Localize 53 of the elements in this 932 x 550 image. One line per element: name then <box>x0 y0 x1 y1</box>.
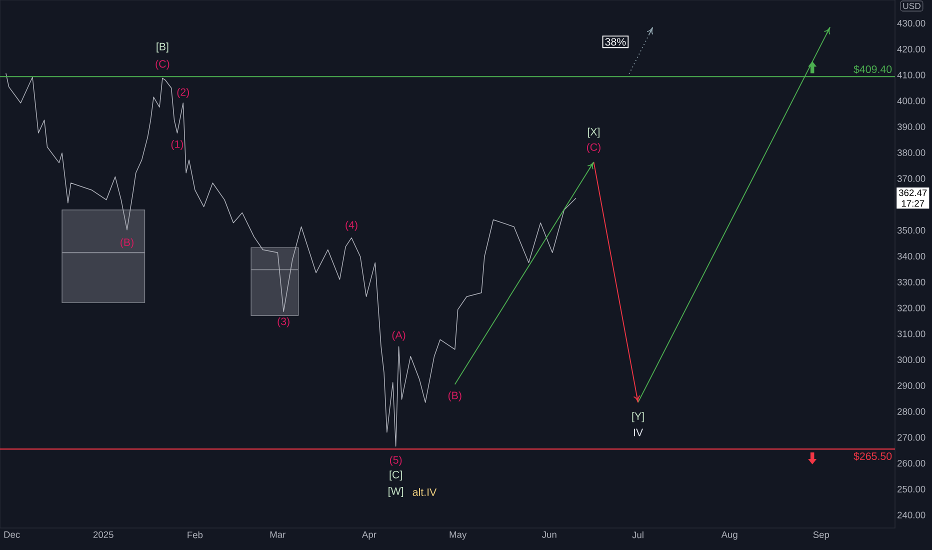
text: 17:27 <box>902 200 924 207</box>
y-tick-label: 430.00 <box>897 20 926 27</box>
y-tick-label: 280.00 <box>898 408 926 415</box>
annotation: alt.IV <box>412 488 437 496</box>
annotation: (1) <box>171 140 184 150</box>
x-tick-label: Sep <box>813 531 830 540</box>
text: USD <box>903 2 920 10</box>
y-tick-label: 410.00 <box>897 72 926 78</box>
y-tick-label: 290.00 <box>898 382 926 389</box>
annotation: (2) <box>177 88 189 98</box>
annotation: (C) <box>156 60 170 70</box>
x-tick-label: Aug <box>721 531 738 540</box>
annotation: [C] <box>390 470 402 481</box>
annotation: [Y] <box>632 412 644 422</box>
line-series <box>6 72 576 447</box>
y-tick-label: 380.00 <box>897 149 926 156</box>
y-tick-label: 250.00 <box>898 486 926 492</box>
x-tick-label: Dec <box>4 531 20 538</box>
y-tick-label: 340.00 <box>897 252 926 260</box>
annotation: [B] <box>156 42 168 52</box>
text: 362.47 <box>898 189 927 196</box>
y-tick-label: 310.00 <box>897 330 926 338</box>
y-tick-label: 260.00 <box>898 460 926 467</box>
annotation: IV <box>634 428 644 436</box>
x-tick-label: 2025 <box>93 531 114 538</box>
annotation: (B) <box>448 391 462 402</box>
x-tick-label: Jul <box>632 531 644 538</box>
x-tick-label: May <box>450 531 467 540</box>
annotation: (3) <box>278 317 290 328</box>
y-tick-label: 390.00 <box>897 124 926 130</box>
x-tick-label: Apr <box>362 531 376 540</box>
y-tick-label: 370.00 <box>897 175 926 182</box>
y-tick-label: 330.00 <box>897 278 926 286</box>
annotation: (5) <box>390 456 402 466</box>
annotation: 38% <box>605 38 626 46</box>
y-tick-label: 400.00 <box>897 98 926 104</box>
y-tick-label: 270.00 <box>898 434 926 441</box>
annotation: (B) <box>120 238 134 248</box>
y-tick-label: 240.00 <box>898 512 926 518</box>
x-tick-label: Mar <box>270 531 286 538</box>
annotation: [W] <box>388 487 404 497</box>
ref-line-label: $409.40 <box>854 65 892 74</box>
annotation: (4) <box>346 220 358 231</box>
annotation: [X] <box>588 128 600 138</box>
ref-line-label: $265.50 <box>854 452 892 461</box>
y-tick-label: 350.00 <box>897 227 926 234</box>
annotation: (C) <box>586 143 600 153</box>
x-tick-label: Jun <box>542 531 556 538</box>
y-tick-label: 420.00 <box>897 46 926 52</box>
x-tick-label: Feb <box>188 531 203 538</box>
annotation: (A) <box>392 330 406 341</box>
y-tick-label: 320.00 <box>897 304 926 312</box>
y-tick-label: 300.00 <box>897 356 926 364</box>
